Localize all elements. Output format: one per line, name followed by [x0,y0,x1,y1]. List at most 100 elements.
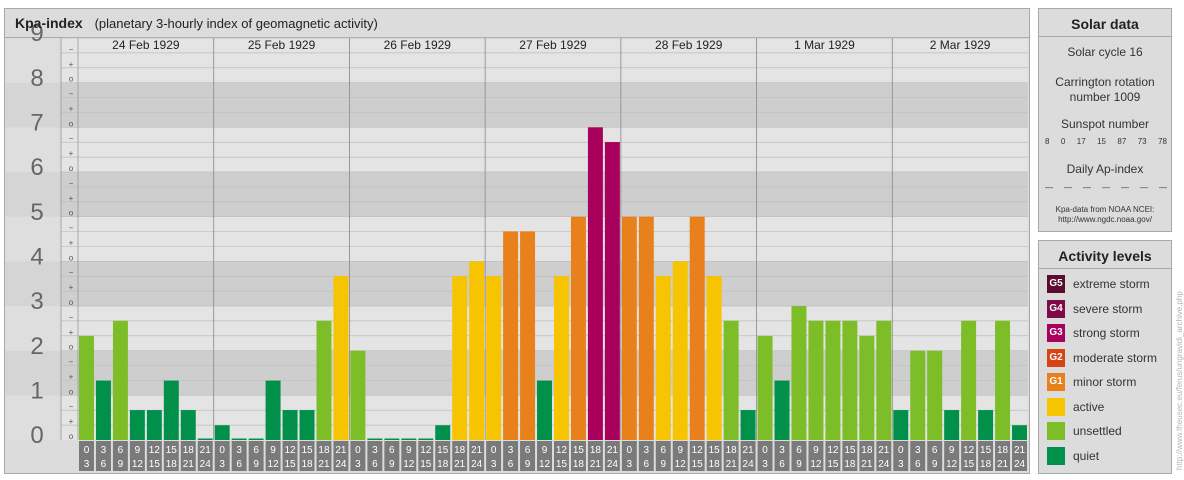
legend-label: moderate storm [1073,350,1158,365]
legend-label: minor storm [1073,375,1137,389]
kp-bar [503,231,519,440]
minor-tick-label: + [69,238,74,247]
legend-swatch [1047,446,1065,465]
interval-box [163,441,179,471]
day-label: 1 Mar 1929 [794,38,855,52]
interval-end-label: 9 [932,459,938,470]
chart-title: Kpa-index [15,15,83,31]
interval-box [146,441,162,471]
interval-start-label: 21 [743,445,755,456]
interval-start-label: 3 [101,445,107,456]
interval-end-label: 6 [915,459,921,470]
y-tick-label: 9 [30,20,43,47]
minor-tick-label: − [69,313,74,322]
kp-bar [112,320,128,440]
interval-end-label: 18 [166,459,178,470]
level-band [5,82,1028,128]
interval-end-label: 6 [779,459,785,470]
minor-tick-label: + [69,417,74,426]
interval-start-label: 21 [1014,445,1026,456]
interval-start-label: 21 [335,445,347,456]
kp-bar [1012,425,1027,440]
interval-box [180,441,196,471]
interval-start-label: 6 [118,445,124,456]
interval-end-label: 24 [335,459,347,470]
minor-tick-label: − [69,134,74,143]
y-tick-label: 4 [30,243,43,270]
sunspot-values: 8 0 17 15 87 73 78 [1045,137,1167,146]
interval-end-label: 21 [183,459,195,470]
interval-box [910,441,926,471]
interval-start-label: 18 [861,445,873,456]
interval-end-label: 24 [1014,459,1026,470]
interval-box [995,441,1011,471]
level-band [5,127,1028,172]
interval-start-label: 15 [437,445,449,456]
interval-end-label: 6 [644,459,650,470]
kp-bar [282,410,298,440]
solar-cycle: Solar cycle 16 [1067,45,1143,59]
interval-end-label: 21 [318,459,330,470]
interval-start-label: 0 [84,445,90,456]
interval-box [401,441,417,471]
interval-end-label: 9 [253,459,259,470]
sunspot-value: 8 [1045,137,1050,146]
interval-start-label: 21 [878,445,890,456]
interval-start-label: 0 [219,445,225,456]
interval-box [604,441,620,471]
sunspot-value: 17 [1076,137,1086,146]
interval-start-label: 15 [166,445,178,456]
interval-box [486,441,502,471]
interval-end-label: 12 [403,459,415,470]
day-label: 27 Feb 1929 [519,38,587,52]
interval-box [740,441,756,471]
minor-tick-label: o [69,343,74,352]
legend-label: active [1073,399,1105,414]
interval-box [452,441,468,471]
interval-box [689,441,705,471]
minor-tick-label: + [69,372,74,381]
interval-box [859,441,875,471]
interval-start-label: 9 [542,445,548,456]
kp-bar [435,425,451,440]
interval-box [1012,441,1027,471]
interval-box [316,441,332,471]
interval-box [876,441,892,471]
kp-bar [384,438,400,440]
interval-start-label: 6 [389,445,395,456]
interval-box [706,441,722,471]
minor-tick-label: o [69,387,74,396]
interval-box [418,441,434,471]
interval-end-label: 6 [236,459,242,470]
legend-swatch [1047,397,1065,416]
sunspot-value: 87 [1117,137,1127,146]
minor-tick-label: + [69,60,74,69]
interval-start-label: 18 [997,445,1009,456]
interval-start-label: 12 [420,445,432,456]
kp-bar [961,320,977,440]
interval-box [655,441,671,471]
data-source-link[interactable]: http://www.ngdc.noaa.gov/ [1058,215,1152,224]
interval-start-label: 21 [471,445,483,456]
kp-bar [842,320,858,440]
legend-swatch: G1 [1047,373,1065,391]
kp-bar [367,438,383,440]
kp-bar [231,438,247,440]
minor-tick-label: − [69,179,74,188]
ap-value: — [1159,183,1167,192]
interval-start-label: 9 [677,445,683,456]
kp-bar [978,410,994,440]
interval-start-label: 18 [590,445,602,456]
interval-box [282,441,298,471]
kp-bar [248,438,264,440]
interval-start-label: 12 [827,445,839,456]
kp-bar [95,380,111,440]
kp-bar [825,320,841,440]
minor-tick-label: + [69,104,74,113]
ap-value: — [1064,183,1072,192]
kp-bar [452,276,468,440]
kp-bar [604,142,620,440]
kp-bar [944,410,960,440]
interval-end-label: 12 [675,459,687,470]
